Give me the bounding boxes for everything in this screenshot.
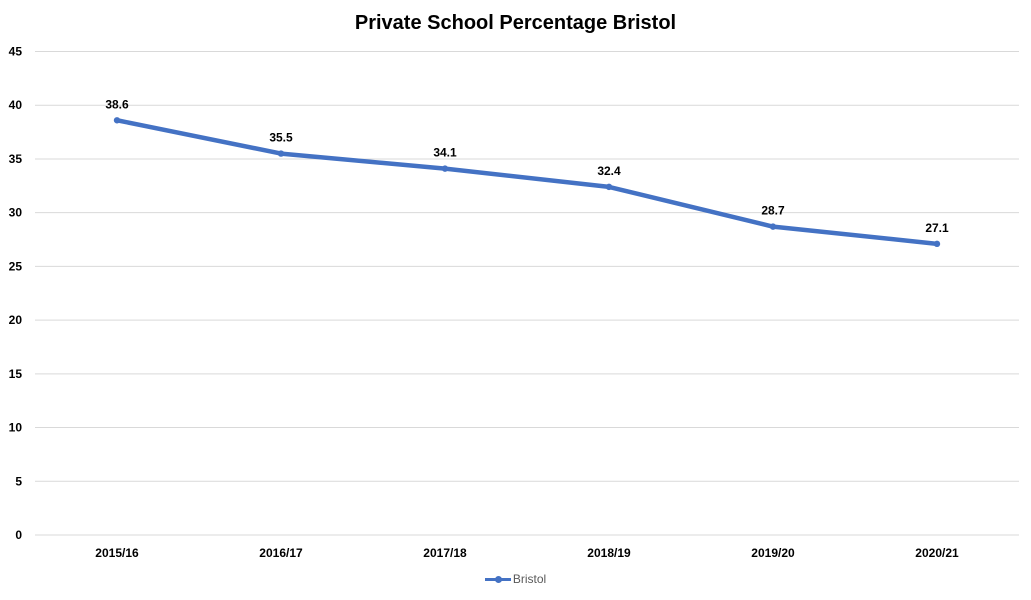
y-tick-label: 15 <box>9 367 23 381</box>
data-point <box>769 223 777 230</box>
chart-title: Private School Percentage Bristol <box>354 12 677 34</box>
data-point <box>605 183 613 191</box>
x-tick-label: 2018/19 <box>587 546 631 560</box>
y-tick-label: 20 <box>9 313 23 327</box>
data-point <box>441 165 449 172</box>
x-tick-label: 2015/16 <box>95 546 139 560</box>
data-label: 38.6 <box>105 97 129 111</box>
data-point <box>933 240 941 248</box>
x-tick-label: 2019/20 <box>751 546 795 560</box>
y-tick-label: 30 <box>9 206 23 220</box>
y-tick-label: 25 <box>9 259 23 273</box>
data-label: 27.1 <box>925 221 949 235</box>
y-tick-label: 45 <box>9 45 23 59</box>
data-label: 28.7 <box>761 204 785 218</box>
series-line-bristol <box>114 118 940 247</box>
x-tick-label: 2017/18 <box>423 546 467 560</box>
x-tick-label: 2020/21 <box>915 546 959 560</box>
legend-label-bristol: Bristol <box>512 572 547 586</box>
x-tick-label: 2016/17 <box>259 546 303 560</box>
y-tick-label: 35 <box>9 152 23 166</box>
y-tick-label: 5 <box>15 474 22 488</box>
legend-line-icon <box>484 572 511 586</box>
y-tick-label: 10 <box>9 421 23 435</box>
y-tick-label: 40 <box>9 98 23 112</box>
legend[interactable]: Bristol <box>0 572 1031 586</box>
data-label: 32.4 <box>597 164 621 178</box>
data-point <box>113 117 121 124</box>
y-tick-label: 0 <box>15 528 22 542</box>
data-point <box>277 150 285 157</box>
data-label: 35.5 <box>269 131 293 145</box>
data-label: 34.1 <box>433 146 457 160</box>
